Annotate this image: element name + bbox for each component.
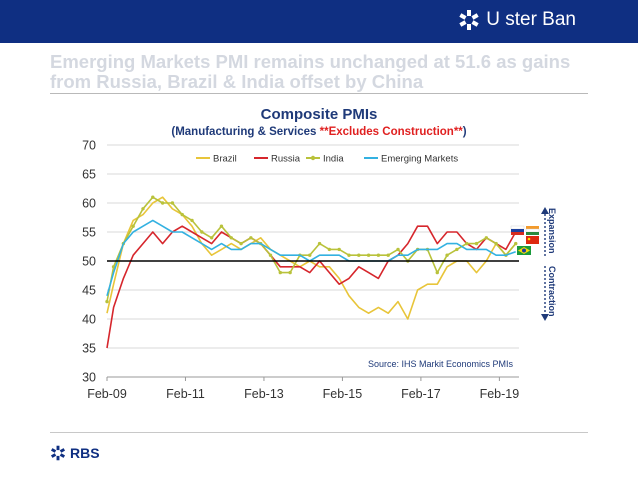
india-data-point	[229, 236, 233, 240]
legend-label: Brazil	[213, 154, 237, 165]
india-data-point	[308, 253, 312, 257]
chart-legend: Brazil Russia India Emerging Markets	[196, 154, 458, 165]
series-line-india	[106, 196, 517, 302]
india-data-point	[141, 207, 145, 211]
x-tick-label: Feb-11	[166, 387, 205, 401]
india-data-point	[386, 253, 390, 257]
india-data-point	[347, 253, 351, 257]
y-tick-label: 30	[82, 371, 96, 385]
india-data-point	[170, 201, 175, 205]
headline-divider	[50, 93, 588, 94]
x-tick-label: Feb-13	[244, 387, 284, 401]
series-line-brazil	[106, 196, 517, 320]
y-tick-label: 60	[82, 197, 96, 211]
y-tick-label: 35	[82, 342, 96, 356]
chart-grid	[107, 144, 519, 349]
india-data-point	[209, 236, 214, 240]
expansion-contraction-arrows: Expansion Contraction	[541, 207, 557, 321]
india-data-point	[435, 270, 439, 275]
india-data-point	[514, 241, 518, 246]
india-data-point	[484, 236, 489, 240]
india-data-point	[376, 253, 381, 257]
india-data-point	[219, 224, 224, 228]
india-data-point	[494, 241, 498, 246]
india-data-point	[131, 224, 135, 228]
india-data-point	[200, 230, 204, 234]
footer-divider	[50, 432, 588, 433]
india-data-point	[327, 247, 332, 252]
india-data-point	[357, 253, 361, 257]
country-flags	[510, 225, 540, 255]
india-data-point	[190, 218, 194, 223]
chart-subtitle-highlight: **Excludes Construction**	[319, 126, 463, 138]
x-tick-label: Feb-15	[323, 387, 363, 401]
india-data-point	[278, 270, 283, 275]
india-data-point	[288, 270, 292, 275]
y-tick-label: 50	[82, 255, 96, 269]
page-headline: Emerging Markets PMI remains unchanged a…	[50, 51, 571, 92]
brand-logo-icon	[459, 10, 479, 30]
rbs-logo-icon	[50, 445, 66, 461]
india-data-point	[151, 195, 155, 199]
footer-logo: RBS	[50, 445, 100, 461]
chart-title: Composite PMIs	[260, 106, 378, 123]
chart-subtitle-suffix: )	[462, 126, 467, 138]
chart-subtitle-prefix: (Manufacturing & Services	[171, 126, 320, 138]
x-tick-label: Feb-09	[87, 387, 127, 401]
footer-brand-name: RBS	[70, 445, 100, 461]
india-data-point	[105, 299, 109, 304]
legend-marker	[310, 155, 316, 161]
y-tick-label: 45	[82, 284, 96, 298]
china-flag-icon	[526, 236, 539, 244]
x-tick-label: Feb-17	[401, 387, 441, 401]
y-axis: 30 35 40 45 50 55 60 65 70	[82, 139, 96, 385]
india-data-point	[180, 212, 184, 217]
india-data-point	[366, 253, 371, 257]
y-tick-label: 55	[82, 226, 96, 240]
chart-subtitle: (Manufacturing & Services **Excludes Con…	[0, 126, 638, 138]
y-tick-label: 40	[82, 313, 96, 327]
india-data-point	[464, 241, 469, 246]
india-data-point	[268, 253, 273, 257]
y-tick-label: 65	[82, 168, 96, 182]
india-data-point	[111, 265, 116, 269]
series-line-russia	[106, 225, 517, 349]
india-data-point	[474, 241, 479, 246]
arrow-up-icon	[541, 207, 549, 214]
contraction-label: Contraction	[547, 266, 557, 317]
y-tick-label: 70	[82, 139, 96, 153]
india-data-point	[160, 201, 165, 205]
x-tick-label: Feb-19	[480, 387, 520, 401]
expansion-label: Expansion	[547, 208, 557, 254]
chart-series	[105, 195, 518, 349]
source-note: Source: IHS Markit Economics PMIs	[368, 359, 514, 369]
header-bar: U ster Ban	[0, 0, 638, 43]
india-data-point	[337, 247, 341, 252]
india-data-point	[317, 241, 322, 246]
legend-label: Russia	[271, 154, 301, 165]
india-flag-icon	[525, 226, 540, 235]
brand-logo: U ster Ban	[458, 9, 576, 31]
arrow-down-icon	[541, 314, 549, 321]
legend-label: India	[323, 154, 344, 165]
india-data-point	[249, 236, 253, 240]
india-data-point	[445, 253, 449, 257]
india-data-point	[455, 247, 459, 252]
x-axis: Feb-09 Feb-11 Feb-13 Feb-15 Feb-17 Feb-19	[87, 376, 520, 401]
india-data-point	[396, 247, 400, 252]
brand-name: U ster Ban	[486, 9, 576, 30]
legend-label: Emerging Markets	[381, 154, 458, 165]
india-data-point	[239, 241, 243, 246]
russia-flag-icon	[510, 225, 525, 235]
brazil-flag-icon	[517, 246, 531, 255]
